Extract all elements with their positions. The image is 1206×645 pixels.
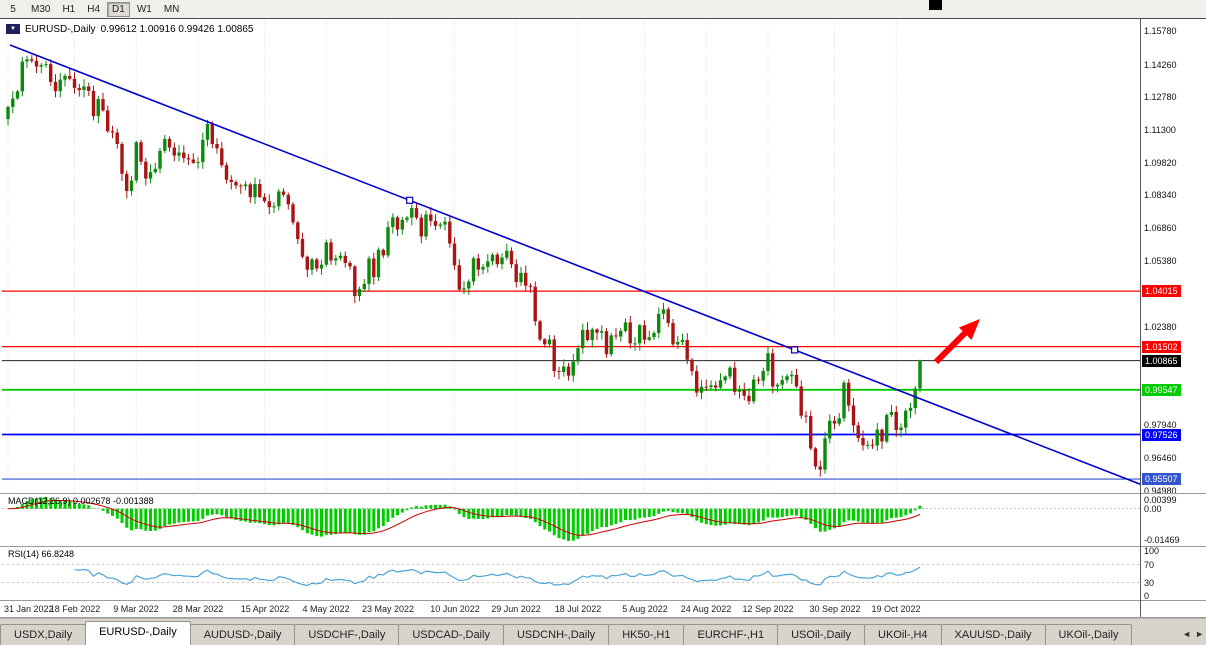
- date-axis-label: 9 Mar 2022: [113, 604, 159, 614]
- chart-window-top-border: [0, 18, 1206, 19]
- chart-symbol-label: EURUSD-,Daily: [25, 23, 96, 35]
- date-axis-label: 18 Jul 2022: [554, 604, 602, 614]
- date-axis-label: 10 Jun 2022: [430, 604, 480, 614]
- descending-trendline[interactable]: [9, 44, 1140, 489]
- price-chart[interactable]: [2, 20, 1140, 493]
- price-axis-tick: 1.08340: [1144, 190, 1177, 200]
- symbol-tab-eurchf-h1[interactable]: EURCHF-,H1: [683, 624, 779, 645]
- price-level-badge: 1.04015: [1142, 285, 1181, 297]
- date-axis[interactable]: 31 Jan 2022 18 Feb 2022 9 Mar 2022 28 Mar 2…: [2, 602, 1140, 617]
- price-axis-tick: 1.09820: [1144, 158, 1177, 168]
- toolbar-black-marker-icon: [929, 0, 942, 10]
- macd-label: MACD(12,26,9) 0.002678 -0.001388: [8, 496, 154, 506]
- price-level-badge: 0.99547: [1142, 384, 1181, 396]
- price-level-badge: 1.01502: [1142, 341, 1181, 353]
- chart-ohlc-values: 0.99612 1.00916 0.99426 1.00865: [100, 23, 254, 35]
- timeframe-button-w1[interactable]: W1: [136, 3, 152, 15]
- tabbar-scroll-right-icon[interactable]: [1195, 629, 1204, 639]
- price-axis[interactable]: 1.15780 1.14260 1.12780 1.11300 1.09820 1.083…: [1142, 20, 1206, 496]
- timeframe-buttons: 5 M30 H1 H4 D1 W1 MN: [2, 1, 184, 17]
- price-axis-tick: 1.11300: [1144, 125, 1176, 135]
- macd-pane[interactable]: [2, 495, 1140, 545]
- date-axis-label: 5 Aug 2022: [622, 604, 668, 614]
- date-axis-label: 31 Jan 2022: [4, 604, 54, 614]
- date-axis-label: 18 Feb 2022: [49, 604, 101, 614]
- price-axis-tick: 1.02380: [1144, 322, 1177, 332]
- trendline-handle[interactable]: [406, 196, 414, 204]
- timeframe-toolbar: 5 M30 H1 H4 D1 W1 MN: [0, 0, 1206, 18]
- axis-separator: [1140, 19, 1141, 617]
- price-axis-tick: 0.94980: [1144, 486, 1177, 496]
- symbol-tab-usdcnh-daily[interactable]: USDCNH-,Daily: [502, 624, 610, 645]
- symbol-tab-audusd-daily[interactable]: AUDUSD-,Daily: [189, 624, 296, 645]
- rsi-label: RSI(14) 66.8248: [8, 549, 75, 559]
- symbol-tab-eurusd-daily[interactable]: EURUSD-,Daily: [85, 621, 191, 645]
- macd-axis-tick: -0.01469: [1144, 535, 1180, 545]
- symbol-tab-usoil-daily[interactable]: USOil-,Daily: [777, 624, 866, 645]
- rsi-pane[interactable]: [2, 547, 1140, 600]
- macd-axis: 0.00399 0.00 -0.01469: [1142, 495, 1206, 545]
- symbol-tab-usdchf-daily[interactable]: USDCHF-,Daily: [294, 624, 400, 645]
- trendline-handle[interactable]: [790, 346, 799, 354]
- symbol-dropdown-button[interactable]: [6, 24, 20, 34]
- timeframe-button-m30[interactable]: M30: [31, 3, 51, 15]
- timeframe-button-h4[interactable]: H4: [87, 3, 101, 15]
- price-axis-tick: 1.06860: [1144, 223, 1177, 233]
- up-arrow-annotation[interactable]: [933, 319, 980, 365]
- rsi-axis-tick: 100: [1144, 546, 1160, 556]
- symbol-tabs: USDX,Daily EURUSD-,Daily AUDUSD-,Daily USDC…: [0, 621, 1133, 645]
- current-price-badge: 1.00865: [1142, 355, 1181, 367]
- timeframe-button-5[interactable]: 5: [10, 3, 16, 15]
- price-axis-tick: 1.14260: [1144, 60, 1177, 70]
- window-bottom-border: [0, 617, 1206, 618]
- date-axis-label: 23 May 2022: [361, 604, 415, 614]
- price-axis-tick: 1.15780: [1144, 26, 1177, 36]
- symbol-tab-usdcad-daily[interactable]: USDCAD-,Daily: [398, 624, 504, 645]
- timeframe-button-h1[interactable]: H1: [62, 3, 76, 15]
- chart-ohlc-header: EURUSD-,Daily 0.99612 1.00916 0.99426 1.…: [6, 23, 254, 35]
- rsi-axis: 100 70 30 0: [1142, 546, 1206, 601]
- pane-separator: [0, 600, 1206, 601]
- rsi-axis-tick: 0: [1144, 591, 1150, 601]
- pane-separator[interactable]: [0, 546, 1206, 547]
- date-axis-label: 15 Apr 2022: [240, 604, 290, 614]
- macd-axis-tick: 0.00399: [1144, 495, 1177, 505]
- pane-separator[interactable]: [0, 493, 1206, 494]
- price-level-badge: 0.97526: [1142, 429, 1181, 441]
- date-axis-label: 30 Sep 2022: [809, 604, 861, 614]
- rsi-axis-tick: 30: [1144, 578, 1155, 588]
- symbol-tab-hk50-h1[interactable]: HK50-,H1: [608, 624, 685, 645]
- symbol-tab-ukoil-h4[interactable]: UKOil-,H4: [864, 624, 942, 645]
- price-axis-tick: 0.96460: [1144, 453, 1177, 463]
- timeframe-button-d1[interactable]: D1: [107, 1, 130, 17]
- date-axis-label: 24 Aug 2022: [680, 604, 732, 614]
- symbol-tab-xauusd-daily[interactable]: XAUUSD-,Daily: [940, 624, 1046, 645]
- date-axis-label: 12 Sep 2022: [742, 604, 794, 614]
- rsi-axis-tick: 70: [1144, 560, 1155, 570]
- date-axis-label: 19 Oct 2022: [871, 604, 921, 614]
- symbol-tabbar: USDX,Daily EURUSD-,Daily AUDUSD-,Daily USDC…: [0, 618, 1206, 645]
- tabbar-scroll-left-icon[interactable]: [1182, 629, 1191, 639]
- symbol-tab-usdx-daily[interactable]: USDX,Daily: [0, 624, 87, 645]
- price-axis-tick: 0.97940: [1144, 420, 1177, 430]
- symbol-tab-ukoil-daily[interactable]: UKOil-,Daily: [1044, 624, 1133, 645]
- date-axis-label: 29 Jun 2022: [491, 604, 541, 614]
- price-axis-tick: 1.05380: [1144, 256, 1177, 266]
- date-axis-label: 4 May 2022: [302, 604, 350, 614]
- timeframe-button-mn[interactable]: MN: [163, 3, 180, 15]
- price-level-badge: 0.95507: [1142, 473, 1181, 485]
- macd-axis-tick: 0.00: [1144, 504, 1162, 514]
- date-axis-label: 28 Mar 2022: [172, 604, 224, 614]
- price-axis-tick: 1.12780: [1144, 92, 1177, 102]
